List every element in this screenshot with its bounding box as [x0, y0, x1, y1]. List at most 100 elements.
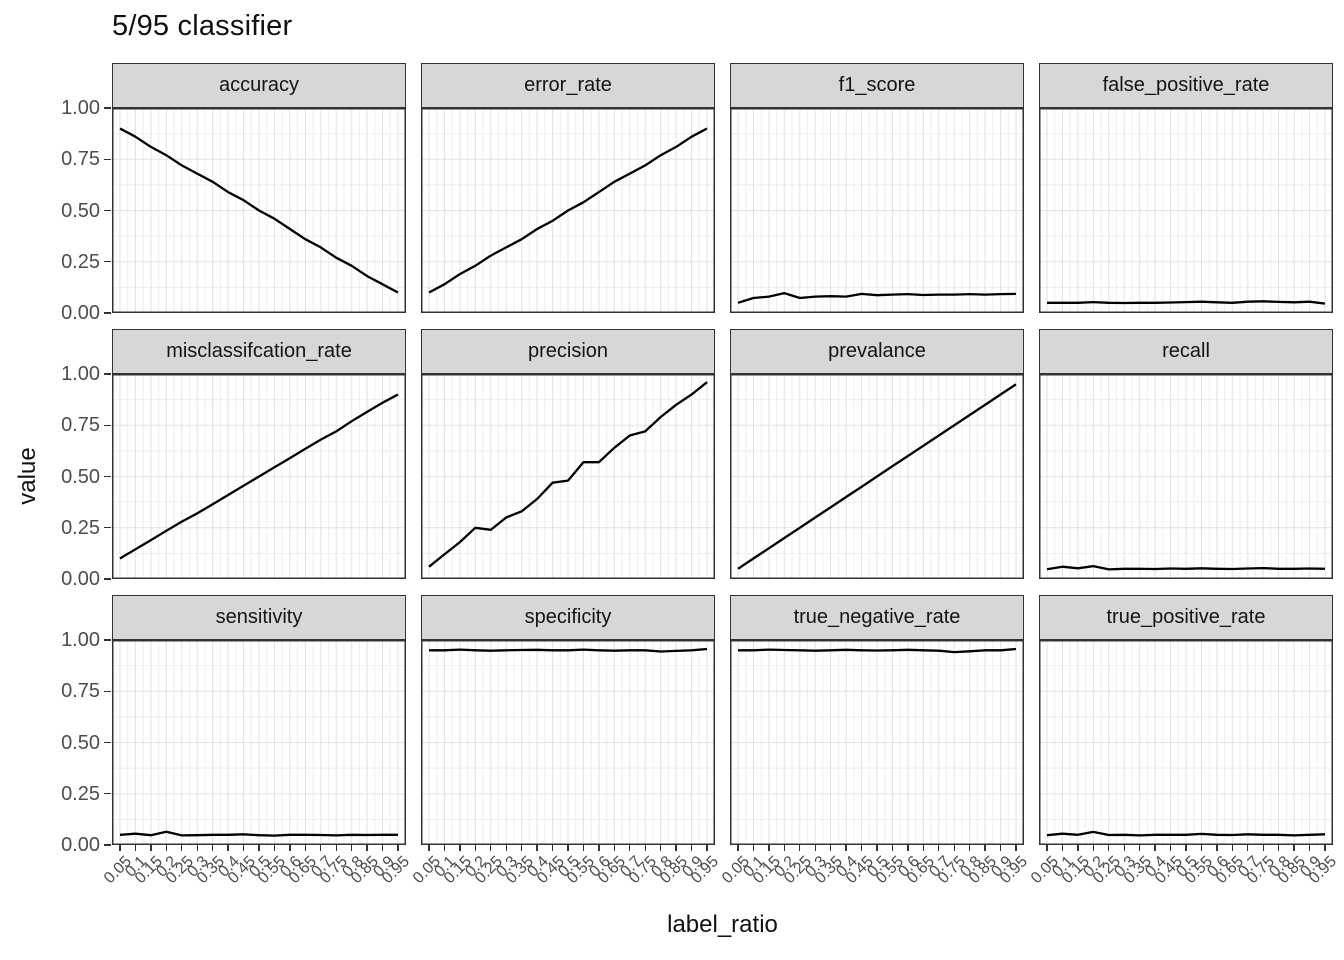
y-tick-label: 1.00: [61, 629, 100, 651]
y-tick-label: 0.50: [61, 731, 100, 754]
facet-strip-label: specificity: [524, 606, 612, 628]
y-tick-label: 0.75: [61, 414, 100, 437]
x-tick-mark: [799, 845, 801, 851]
x-tick-mark: [644, 845, 646, 851]
x-tick-mark: [1138, 845, 1141, 851]
facet-strip: prevalance: [730, 329, 1024, 374]
x-tick-mark: [1324, 845, 1326, 851]
x-tick-mark: [474, 845, 477, 851]
x-tick-mark: [1185, 845, 1187, 851]
x-tick-mark: [690, 845, 693, 851]
facet-strip-label: true_positive_rate: [1106, 606, 1266, 628]
x-tick-mark: [428, 845, 430, 851]
y-tick-mark: [104, 639, 111, 641]
facet-strip: false_positive_rate: [1039, 63, 1333, 108]
y-tick-mark: [104, 527, 111, 529]
facet-strip: error_rate: [421, 63, 715, 108]
x-tick-mark: [1200, 845, 1203, 851]
facet-strip: recall: [1039, 329, 1333, 374]
x-tick-mark: [907, 845, 909, 851]
facet-panel: [421, 374, 715, 579]
facet-accuracy: accuracy: [112, 63, 406, 313]
y-tick-label: 0.25: [61, 516, 100, 539]
x-tick-mark: [1216, 845, 1218, 851]
x-tick-mark: [381, 845, 384, 851]
x-tick-mark: [752, 845, 755, 851]
x-tick-mark: [582, 845, 585, 851]
x-tick-mark: [706, 845, 708, 851]
x-tick-mark: [1046, 845, 1048, 851]
x-tick-mark: [443, 845, 446, 851]
facet-strip-label: sensitivity: [215, 606, 303, 628]
facet-f1-score: f1_score: [730, 63, 1024, 313]
facet-true-negative-rate: true_negative_rate: [730, 595, 1024, 845]
x-tick-mark: [134, 845, 137, 851]
x-tick-mark: [768, 845, 770, 851]
x-tick-mark: [397, 845, 399, 851]
facet-strip-label: false_positive_rate: [1102, 74, 1270, 96]
x-tick-mark: [459, 845, 461, 851]
x-tick-mark: [551, 845, 554, 851]
facet-panel: [730, 640, 1024, 845]
x-tick-mark: [119, 845, 121, 851]
x-tick-mark: [350, 845, 353, 851]
x-tick-mark: [289, 845, 291, 851]
facet-strip-label: true_negative_rate: [793, 606, 961, 628]
facet-strip: specificity: [421, 595, 715, 640]
x-tick-mark: [1169, 845, 1172, 851]
x-tick-mark: [783, 845, 786, 851]
x-tick-mark: [211, 845, 214, 851]
x-tick-mark: [999, 845, 1002, 851]
x-tick-mark: [860, 845, 863, 851]
facet-error-rate: error_rate: [421, 63, 715, 313]
x-tick-mark: [165, 845, 168, 851]
facet-panel: [730, 374, 1024, 579]
x-tick-mark: [227, 845, 229, 851]
y-tick-mark: [104, 158, 111, 160]
x-tick-mark: [567, 845, 569, 851]
x-tick-mark: [258, 845, 260, 851]
x-tick-mark: [829, 845, 832, 851]
facet-specificity: specificity: [421, 595, 715, 845]
x-tick-mark: [1092, 845, 1095, 851]
facet-strip: accuracy: [112, 63, 406, 108]
x-tick-mark: [737, 845, 739, 851]
facet-strip-label: recall: [1162, 340, 1210, 362]
facet-panel: [730, 108, 1024, 313]
x-tick-mark: [1123, 845, 1125, 851]
facet-panel: [112, 640, 406, 845]
x-tick-mark: [613, 845, 616, 851]
x-tick-mark: [366, 845, 368, 851]
y-tick-mark: [104, 690, 111, 692]
x-tick-mark: [273, 845, 276, 851]
y-tick-label: 0.00: [61, 302, 100, 324]
facet-strip-label: prevalance: [828, 340, 926, 362]
facet-grid: accuracy error_rate f1_score false_posit…: [112, 63, 1333, 845]
facet-panel: [421, 640, 715, 845]
y-tick-mark: [104, 261, 111, 263]
facet-panel: [112, 108, 406, 313]
facet-panel: [1039, 108, 1333, 313]
y-tick-label: 1.00: [61, 97, 100, 119]
x-tick-mark: [242, 845, 245, 851]
y-tick-label: 1.00: [61, 363, 100, 385]
x-tick-mark: [1231, 845, 1234, 851]
y-tick-mark: [104, 475, 111, 478]
y-tick-mark: [104, 312, 111, 314]
x-tick-mark: [1277, 845, 1280, 851]
facet-false-positive-rate: false_positive_rate: [1039, 63, 1333, 313]
facet-strip-label: precision: [527, 340, 609, 362]
facet-misclassifcation-rate: misclassifcation_rate: [112, 329, 406, 579]
x-tick-mark: [968, 845, 971, 851]
facet-strip: precision: [421, 329, 715, 374]
x-tick-mark: [1262, 845, 1264, 851]
x-tick-mark: [536, 845, 538, 851]
facet-sensitivity: sensitivity: [112, 595, 406, 845]
x-tick-mark: [659, 845, 662, 851]
facet-panel: [1039, 640, 1333, 845]
facet-recall: recall: [1039, 329, 1333, 579]
facet-prevalance: prevalance: [730, 329, 1024, 579]
facet-strip: sensitivity: [112, 595, 406, 640]
x-tick-mark: [922, 845, 925, 851]
